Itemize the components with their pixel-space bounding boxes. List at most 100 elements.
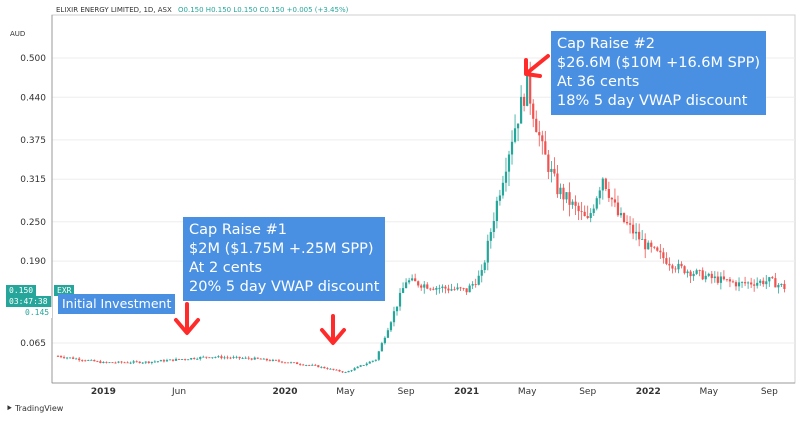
candle-body (395, 306, 399, 312)
candle-body (750, 282, 753, 285)
candle-body (326, 368, 329, 370)
x-tick-label: Sep (579, 387, 596, 397)
candle-body (574, 201, 577, 206)
x-tick-label: May (518, 387, 537, 397)
candle-body (174, 358, 178, 361)
tradingview-label: TradingView (14, 404, 64, 413)
candle-body (302, 364, 305, 366)
candle-body (435, 287, 438, 290)
candle-body (598, 190, 601, 199)
candle-body (426, 284, 429, 289)
candle-body (777, 284, 780, 288)
candle-body (311, 364, 314, 366)
candle-body (716, 276, 719, 283)
candle-body (90, 359, 93, 361)
candle-body (577, 205, 580, 212)
candle-body (235, 356, 238, 358)
candle-body (153, 361, 156, 363)
candle-body (286, 362, 290, 364)
candle-body (223, 357, 226, 359)
candle-body (631, 224, 635, 234)
x-tick-label: 2022 (636, 387, 661, 397)
candle-body (377, 351, 380, 360)
candle-body (308, 365, 311, 366)
x-tick-label: May (336, 387, 355, 397)
countdown-tag: 03:47:38 (6, 296, 51, 307)
candle-body (84, 360, 87, 362)
alt-price-tag: 0.145 (22, 307, 53, 318)
candle-body (580, 211, 583, 212)
candle-body (622, 213, 626, 223)
candle-body (347, 371, 350, 373)
candle-body (305, 365, 308, 366)
candle-body (595, 198, 598, 209)
candle-body (123, 362, 126, 364)
cap-raise-1-line3: At 2 cents (189, 260, 263, 276)
candle-body (211, 357, 214, 359)
candle-body (647, 242, 650, 250)
candle-body (486, 240, 489, 263)
candle-body (625, 222, 629, 224)
candle-body (190, 358, 193, 360)
candle-body (365, 363, 368, 366)
candle-body (644, 239, 647, 250)
candle-body (356, 366, 359, 369)
candle-body (338, 369, 341, 372)
candle-body (480, 270, 483, 276)
candle-body (292, 362, 296, 364)
candle-body (87, 360, 90, 361)
candle-body (220, 356, 223, 359)
candle-body (226, 357, 229, 359)
candle-body (108, 362, 111, 364)
candle-body (199, 357, 202, 359)
candle-body (262, 358, 265, 360)
candle-body (659, 250, 662, 253)
candle-body (568, 192, 571, 205)
candle-body (232, 357, 235, 358)
x-tick-label: Sep (761, 387, 778, 397)
candle-body (56, 356, 60, 357)
candle-body (141, 362, 144, 364)
candle-body (719, 276, 722, 283)
candle-body (728, 279, 732, 282)
candle-body (126, 362, 129, 364)
candle-body (214, 357, 217, 358)
candle-body (704, 275, 707, 280)
candle-body (483, 262, 486, 271)
candle-body (586, 216, 589, 219)
candle-body (283, 362, 287, 364)
candle-body (571, 201, 574, 205)
y-tick-label: 0.190 (20, 257, 46, 267)
candle-body (259, 358, 262, 360)
candle-body (147, 361, 150, 363)
candle-body (638, 231, 641, 240)
cap-raise-1-line2: $2M ($1.75M +.25M SPP) (189, 241, 374, 257)
candle-body (229, 357, 232, 359)
candle-body (541, 135, 544, 142)
candle-body (386, 330, 390, 338)
candle-body (665, 258, 668, 264)
candle-body (250, 358, 253, 360)
candle-body (713, 276, 716, 279)
candle-body (289, 362, 293, 364)
candle-body (468, 285, 471, 293)
candle-body (674, 268, 677, 270)
symbol-tag: EXR (54, 285, 75, 296)
candle-body (114, 362, 117, 364)
candle-body (707, 273, 710, 276)
candle-body (238, 356, 241, 359)
candle-body (737, 282, 741, 287)
candle-body (389, 322, 393, 331)
candle-body (689, 271, 692, 277)
x-tick-label: Jun (171, 387, 186, 397)
candle-body (380, 343, 383, 352)
candle-body (628, 223, 632, 225)
y-tick-label: 0.250 (20, 218, 46, 228)
candle-body (601, 178, 604, 191)
candle-body (477, 275, 480, 285)
candle-body (747, 282, 750, 284)
candle-body (686, 271, 689, 274)
candle-body (432, 288, 435, 290)
candle-body (62, 357, 66, 358)
